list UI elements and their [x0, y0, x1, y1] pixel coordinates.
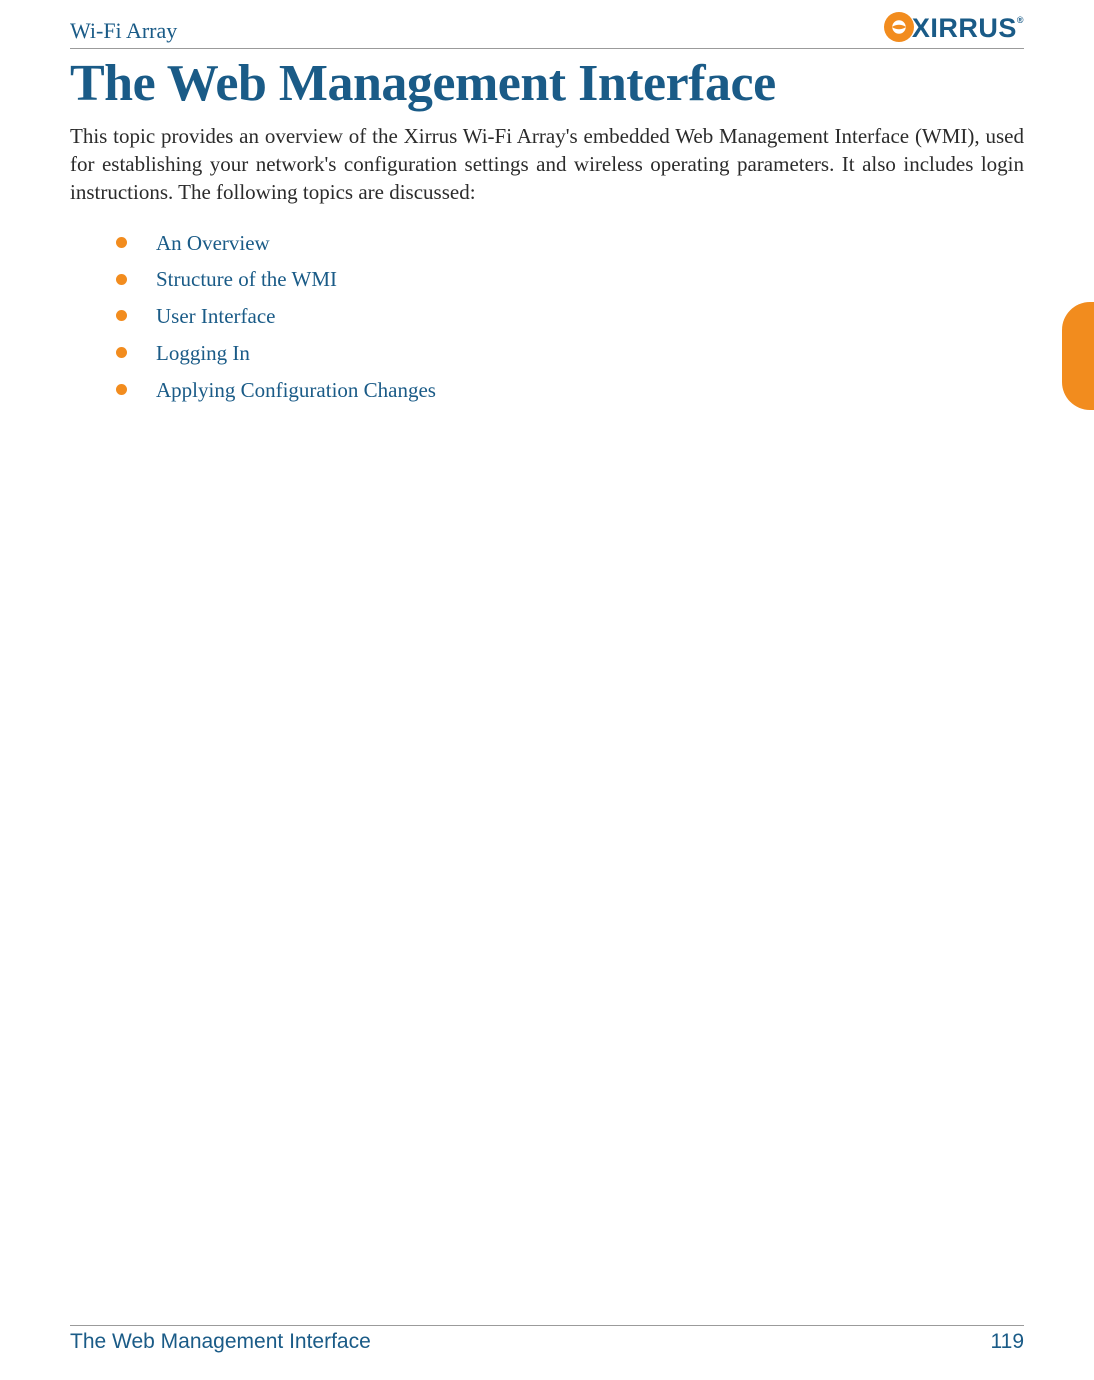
- logo-swirl-icon: [884, 12, 914, 42]
- topic-link[interactable]: An Overview: [116, 225, 1024, 262]
- side-thumb-tab: [1062, 302, 1094, 410]
- logo-wordmark: XIRRUS®: [912, 13, 1024, 44]
- page-footer: The Web Management Interface 119: [70, 1325, 1024, 1354]
- topic-link[interactable]: Logging In: [116, 335, 1024, 372]
- topic-link[interactable]: User Interface: [116, 298, 1024, 335]
- footer-page-number: 119: [991, 1330, 1024, 1354]
- brand-logo: XIRRUS®: [884, 13, 1024, 44]
- running-header-title: Wi-Fi Array: [70, 18, 177, 44]
- topics-list: An Overview Structure of the WMI User In…: [70, 225, 1024, 409]
- topic-link[interactable]: Structure of the WMI: [116, 261, 1024, 298]
- footer-section-title: The Web Management Interface: [70, 1330, 371, 1354]
- page-title: The Web Management Interface: [70, 57, 1024, 112]
- header-rule: [70, 48, 1024, 49]
- topic-link[interactable]: Applying Configuration Changes: [116, 372, 1024, 409]
- footer-rule: [70, 1325, 1024, 1326]
- intro-paragraph: This topic provides an overview of the X…: [70, 122, 1024, 207]
